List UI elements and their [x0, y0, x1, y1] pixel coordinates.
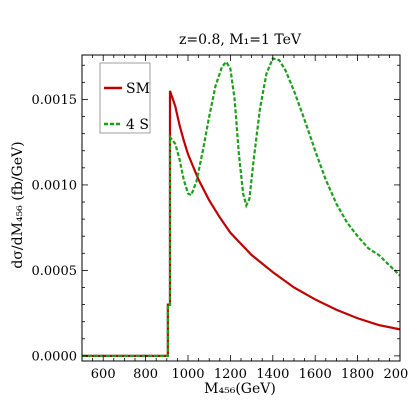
x-axis-label: M₄₅₆(GeV) [204, 381, 276, 397]
y-tick-label: 0.0000 [32, 349, 78, 364]
y-tick-label: 0.0010 [32, 178, 78, 193]
y-tick-label: 0.0015 [32, 93, 78, 108]
x-tick-label: 1400 [256, 367, 289, 382]
y-tick-label: 0.0005 [32, 264, 78, 279]
series-layer [82, 57, 401, 357]
y-axis-label: dσ/dM₄₅₆ (fb/GeV) [10, 141, 26, 268]
x-tick-label: 600 [91, 367, 116, 382]
x-tick-label: 1000 [171, 367, 204, 382]
legend-box [99, 62, 151, 134]
x-tick-label: 1600 [299, 367, 332, 382]
plot-frame [81, 54, 401, 362]
legend-label-4s: 4 S [126, 117, 149, 133]
x-tick-label: 1200 [214, 367, 247, 382]
chart-title: z=0.8, M₁=1 TeV [179, 32, 302, 48]
legend: SM 4 S [99, 62, 151, 134]
x-tick-label: 800 [133, 367, 158, 382]
legend-label-sm: SM [126, 81, 150, 97]
x-tick-label: 1800 [341, 367, 374, 382]
